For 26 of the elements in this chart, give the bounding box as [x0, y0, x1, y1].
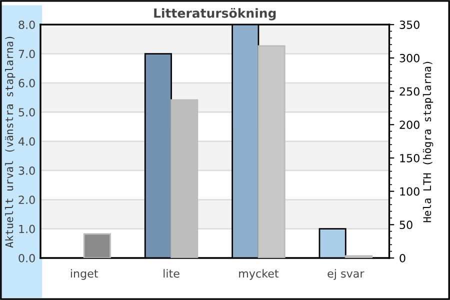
- x-tick-label: ej svar: [328, 269, 364, 280]
- bar: [83, 233, 111, 258]
- y-tick-label: 2.0: [18, 196, 35, 204]
- y2-tick-label: 300: [400, 54, 420, 62]
- y2-tick-label: 50: [400, 220, 412, 230]
- y2-axis-title: Hela LTH (högra staplarna): [422, 62, 434, 222]
- y2-tick-label: 350: [400, 20, 420, 29]
- y-tick-label: 7.0: [18, 50, 35, 58]
- y-tick-label: 8.0: [18, 20, 35, 29]
- y-tick-label: 4.0: [18, 137, 35, 146]
- y-tick-label: 1.0: [19, 224, 35, 234]
- y-tick-label: 0.0: [18, 254, 35, 262]
- chart-title: Litteratursökning: [154, 8, 276, 20]
- x-tick-label: lite: [164, 269, 180, 278]
- y-tick-label: 5.0: [18, 108, 35, 117]
- y2-tick-label: 200: [400, 120, 420, 130]
- y-tick-label: 3.0: [18, 166, 35, 175]
- y-tick-label: 6.0: [18, 78, 35, 88]
- x-tick-label: inget: [70, 269, 98, 280]
- y2-tick-label: 250: [400, 87, 420, 96]
- y2-tick-label: 150: [400, 154, 420, 162]
- x-tick-label: mycket: [239, 269, 279, 280]
- y-axis-title: Aktuellt urval (vänstra staplarna): [5, 36, 16, 248]
- y2-tick-label: 100: [400, 187, 420, 196]
- y2-tick-label: 0: [400, 254, 406, 262]
- bar: [344, 255, 373, 258]
